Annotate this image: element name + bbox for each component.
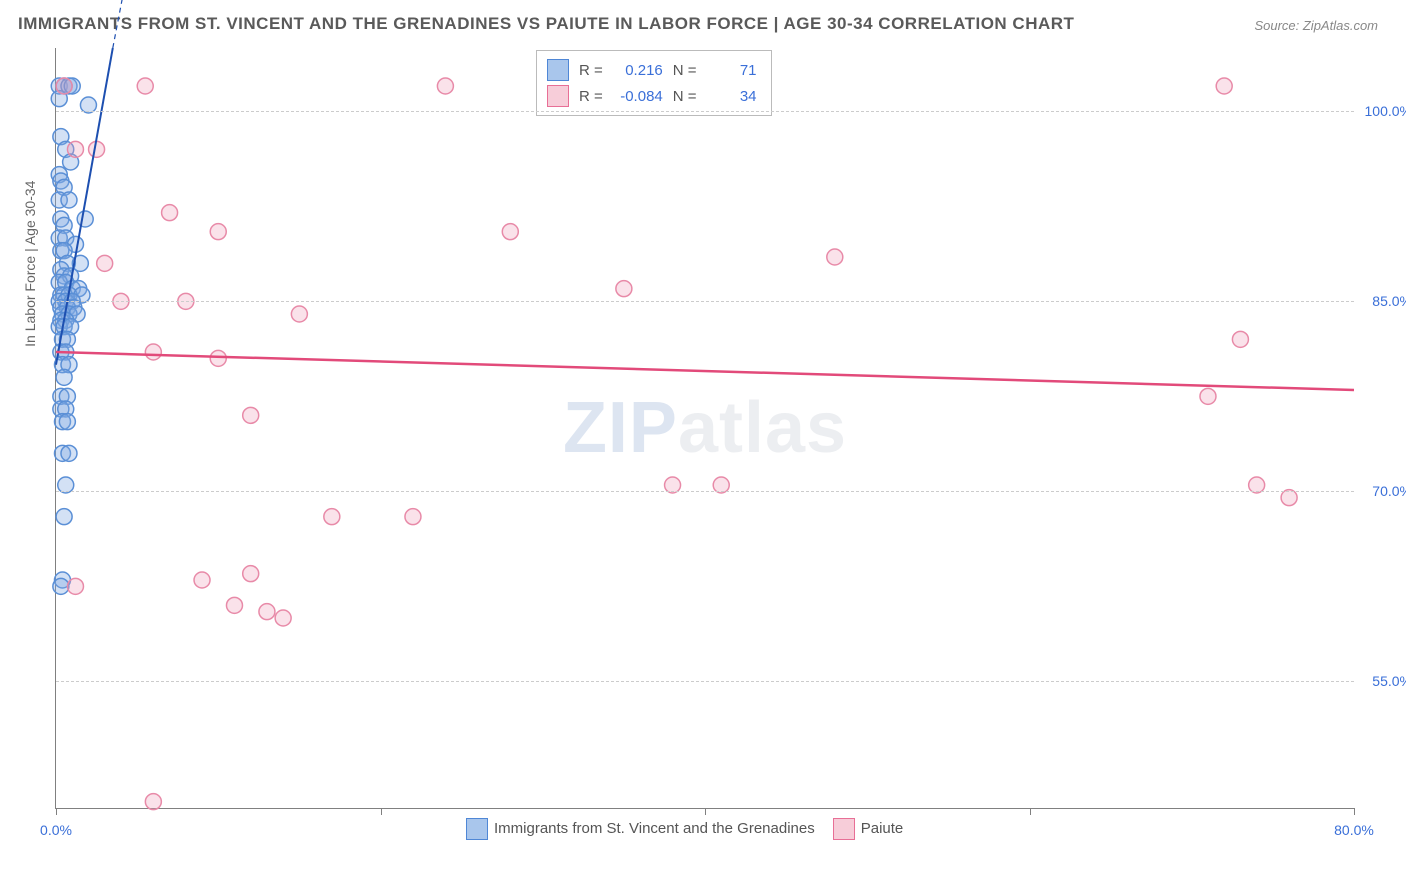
legend-n-label: N =: [673, 88, 697, 105]
y-tick-label: 100.0%: [1365, 103, 1406, 119]
legend-swatch-1b: [466, 818, 488, 840]
x-tick-label: 80.0%: [1334, 822, 1374, 838]
chart-title: IMMIGRANTS FROM ST. VINCENT AND THE GREN…: [18, 14, 1074, 34]
x-tick: [381, 808, 382, 815]
legend-label-1: Immigrants from St. Vincent and the Gren…: [494, 820, 815, 837]
legend-n-value-1: 71: [707, 62, 757, 79]
x-tick: [705, 808, 706, 815]
y-tick-label: 70.0%: [1372, 483, 1406, 499]
y-tick-label: 85.0%: [1372, 293, 1406, 309]
legend-swatch-1: [547, 59, 569, 81]
source-attribution: Source: ZipAtlas.com: [1254, 18, 1378, 33]
legend-swatch-2: [547, 85, 569, 107]
legend-r-label: R =: [579, 62, 603, 79]
gridline-h: [56, 301, 1354, 302]
legend-item-1: Immigrants from St. Vincent and the Gren…: [466, 818, 815, 840]
gridline-h: [56, 111, 1354, 112]
legend-swatch-2b: [833, 818, 855, 840]
gridline-h: [56, 491, 1354, 492]
legend-n-label: N =: [673, 62, 697, 79]
plot-area: ZIPatlas R = 0.216 N = 71 R = -0.084 N =…: [55, 48, 1354, 809]
legend-row-series1: R = 0.216 N = 71: [547, 57, 757, 83]
correlation-legend: R = 0.216 N = 71 R = -0.084 N = 34: [536, 50, 772, 116]
legend-item-2: Paiute: [833, 818, 904, 840]
legend-r-value-2: -0.084: [613, 88, 663, 105]
chart-svg: [56, 48, 1354, 808]
legend-n-value-2: 34: [707, 88, 757, 105]
y-tick-label: 55.0%: [1372, 673, 1406, 689]
legend-r-label: R =: [579, 88, 603, 105]
series-legend: Immigrants from St. Vincent and the Gren…: [466, 818, 903, 840]
x-tick: [1354, 808, 1355, 815]
x-tick: [1030, 808, 1031, 815]
legend-row-series2: R = -0.084 N = 34: [547, 83, 757, 109]
legend-r-value-1: 0.216: [613, 62, 663, 79]
x-tick-label: 0.0%: [40, 822, 72, 838]
y-axis-label: In Labor Force | Age 30-34: [22, 181, 38, 347]
x-tick: [56, 808, 57, 815]
gridline-h: [56, 681, 1354, 682]
legend-label-2: Paiute: [861, 820, 904, 837]
